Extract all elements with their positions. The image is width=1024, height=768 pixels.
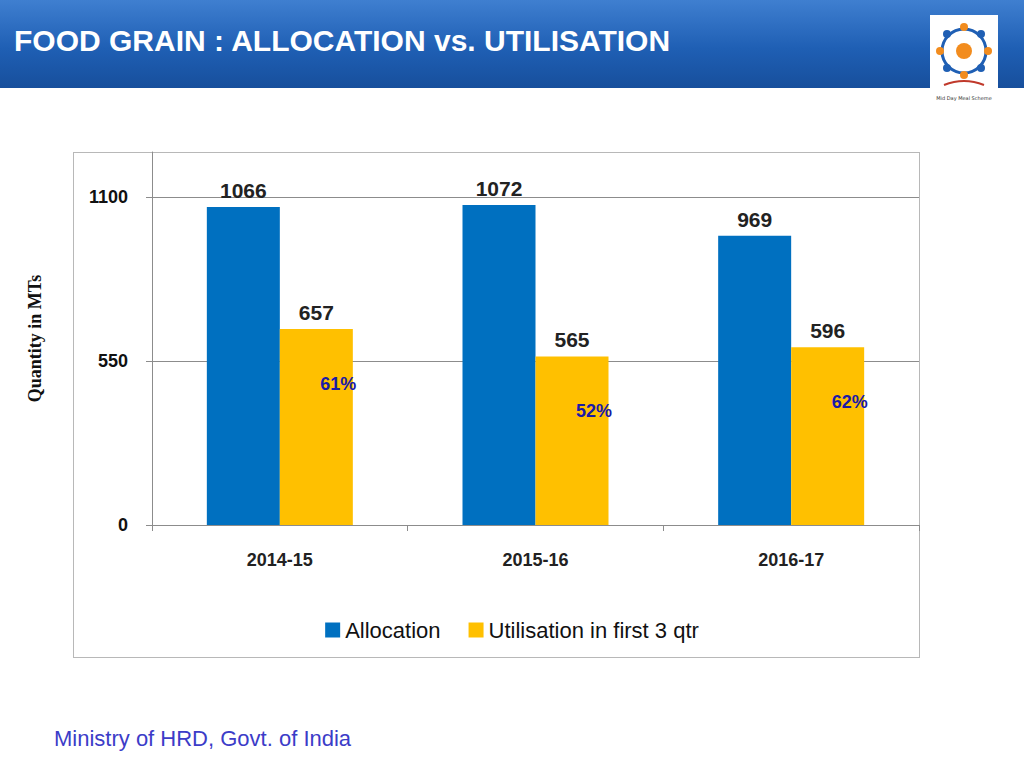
svg-text:Utilisation in first 3 qtr: Utilisation in first 3 qtr	[489, 618, 699, 643]
svg-text:0: 0	[118, 515, 128, 535]
svg-text:1066: 1066	[220, 179, 267, 202]
svg-text:62%: 62%	[832, 392, 868, 412]
svg-text:1072: 1072	[476, 177, 523, 200]
svg-text:596: 596	[810, 319, 845, 342]
svg-text:2016-17: 2016-17	[758, 550, 824, 570]
svg-text:969: 969	[737, 208, 772, 231]
html-text:FOOD GRAIN : ALLOCATION vs. UT: FOOD GRAIN : ALLOCATION vs. UTILISATION	[14, 24, 671, 57]
svg-text:52%: 52%	[576, 401, 612, 421]
svg-text:61%: 61%	[320, 374, 356, 394]
svg-text:1100: 1100	[89, 187, 128, 207]
svg-text:Quantity in MTs: Quantity in MTs	[25, 275, 45, 402]
svg-text:550: 550	[98, 351, 128, 371]
html-text:Ministry of HRD, Govt. of Indi: Ministry of HRD, Govt. of India	[54, 726, 352, 751]
svg-text:2015-16: 2015-16	[502, 550, 568, 570]
svg-text:2014-15: 2014-15	[247, 550, 313, 570]
html-text:Mid Day Meal Scheme: Mid Day Meal Scheme	[936, 95, 992, 101]
svg-text:657: 657	[299, 301, 334, 324]
svg-text:565: 565	[554, 328, 589, 351]
svg-text:Allocation: Allocation	[345, 618, 440, 643]
